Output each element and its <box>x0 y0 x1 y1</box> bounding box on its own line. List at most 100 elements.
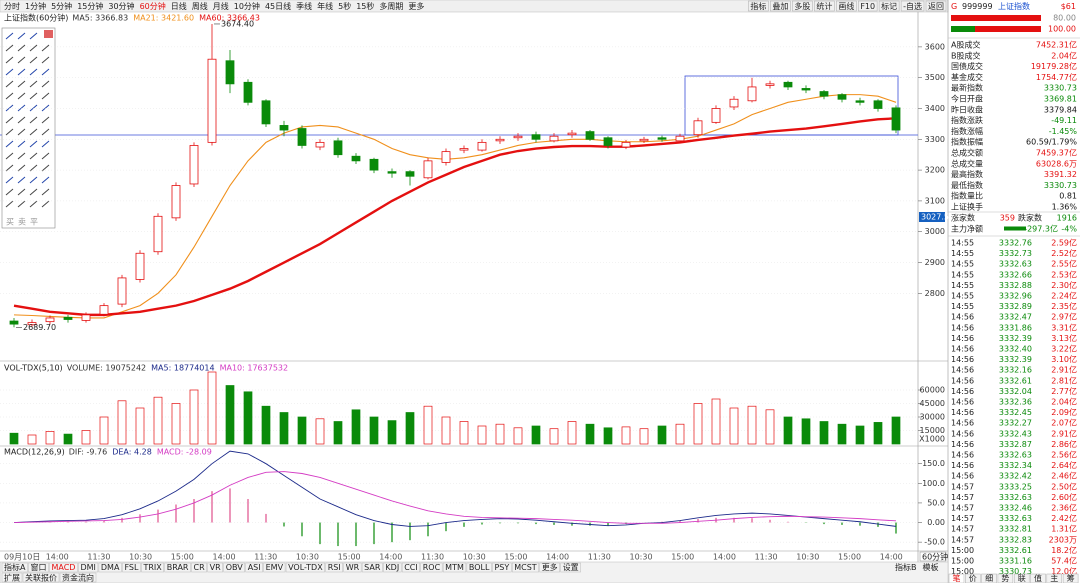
toolbar-button[interactable]: F10 <box>860 2 875 11</box>
period-tab[interactable]: 1分钟 <box>25 1 46 11</box>
tool-icon[interactable] <box>5 152 14 160</box>
toolbar-button[interactable]: 画线 <box>838 1 854 11</box>
tool-icon[interactable] <box>17 128 26 136</box>
button-frame[interactable] <box>748 0 769 12</box>
indicator-tab[interactable]: 模板 <box>923 562 939 572</box>
indicator-tab[interactable]: DMI <box>80 563 95 572</box>
indicator-tab[interactable]: DMA <box>101 563 120 572</box>
tool-icon[interactable] <box>29 80 38 88</box>
period-tab[interactable]: 年线 <box>317 1 333 11</box>
tool-icon[interactable] <box>5 92 14 100</box>
tab-frame[interactable] <box>49 562 78 573</box>
tab-frame[interactable] <box>245 562 263 573</box>
quote-tab-frame[interactable] <box>1013 573 1030 583</box>
tool-icon[interactable] <box>41 44 50 52</box>
toolbar-button[interactable]: 返回 <box>928 2 944 11</box>
indicator-tab[interactable]: SAR <box>364 563 381 572</box>
quote-tab-frame[interactable] <box>1046 573 1063 583</box>
trade-tool[interactable]: 平 <box>30 218 38 227</box>
tab-frame[interactable] <box>361 562 383 573</box>
button-frame[interactable] <box>792 0 813 12</box>
tool-icon[interactable] <box>41 188 50 196</box>
tool-icon[interactable] <box>41 176 50 184</box>
tool-icon[interactable] <box>29 188 38 196</box>
tab-frame[interactable] <box>511 562 539 573</box>
tab-frame[interactable] <box>1 572 23 583</box>
indicator-tab[interactable]: MTM <box>445 563 464 572</box>
toolbar-button[interactable]: 统计 <box>816 1 832 11</box>
period-tab[interactable]: 60分钟 <box>140 1 166 11</box>
indicator-tab[interactable]: CR <box>194 563 206 572</box>
tool-icon[interactable] <box>29 68 38 76</box>
indicator-tab[interactable]: WR <box>346 563 360 572</box>
tool-icon[interactable] <box>5 140 14 148</box>
tool-icon[interactable] <box>41 164 50 172</box>
tool-icon[interactable] <box>5 104 14 112</box>
tool-icon[interactable] <box>41 116 50 124</box>
tool-icon[interactable] <box>5 80 14 88</box>
tool-icon[interactable] <box>5 164 14 172</box>
tool-icon[interactable] <box>17 152 26 160</box>
indicator-tab[interactable]: CCI <box>404 563 418 572</box>
tab-frame[interactable] <box>325 562 343 573</box>
trade-tool[interactable]: 卖 <box>18 218 26 227</box>
tool-icon[interactable] <box>5 32 14 40</box>
tool-icon[interactable] <box>5 128 14 136</box>
toolbar-button[interactable]: 多股 <box>794 1 810 11</box>
tab-frame[interactable] <box>141 562 164 573</box>
tab-frame[interactable] <box>343 562 362 573</box>
tool-icon[interactable] <box>17 200 26 208</box>
tool-icon[interactable] <box>5 188 14 196</box>
tool-icon[interactable] <box>17 80 26 88</box>
indicator-tab[interactable]: 指标B <box>895 562 917 572</box>
button-frame[interactable] <box>858 0 878 12</box>
indicator-tab[interactable]: KDJ <box>385 563 399 572</box>
quote-tab[interactable]: 筹 <box>1067 573 1075 583</box>
tool-icon[interactable] <box>5 200 14 208</box>
tool-icon[interactable] <box>29 32 38 40</box>
tool-icon[interactable] <box>17 176 26 184</box>
tool-icon[interactable] <box>17 140 26 148</box>
quote-tab-frame[interactable] <box>997 573 1014 583</box>
tab-frame[interactable] <box>383 562 402 573</box>
tab-frame[interactable] <box>263 562 286 573</box>
button-frame[interactable] <box>925 0 947 12</box>
tab-frame[interactable] <box>207 562 223 573</box>
tool-icon[interactable] <box>29 152 38 160</box>
tool-icon[interactable] <box>17 104 26 112</box>
tab-frame[interactable] <box>78 562 99 573</box>
indicator-tab[interactable]: 更多 <box>542 562 558 572</box>
period-tab[interactable]: 季线 <box>296 1 312 11</box>
tab-frame[interactable] <box>28 562 49 573</box>
quote-tab[interactable]: 势 <box>1001 573 1009 583</box>
indicator-tab[interactable]: BRAR <box>167 563 189 572</box>
tab-frame[interactable] <box>22 572 60 583</box>
tab-frame[interactable] <box>59 572 97 583</box>
tool-icon[interactable] <box>17 92 26 100</box>
quote-tab[interactable]: 联 <box>1018 574 1026 583</box>
bottom-tab[interactable]: 关联报价 <box>25 573 57 583</box>
tool-icon[interactable] <box>41 68 50 76</box>
tool-icon[interactable] <box>41 152 50 160</box>
period-tab[interactable]: 15秒 <box>356 1 374 11</box>
tool-icon[interactable] <box>29 104 38 112</box>
tab-frame[interactable] <box>539 562 560 573</box>
tool-icon[interactable] <box>5 116 14 124</box>
tool-icon[interactable] <box>29 200 38 208</box>
tab-frame[interactable] <box>164 562 191 573</box>
period-tab[interactable]: 5分钟 <box>51 1 72 11</box>
period-tab[interactable]: 10分钟 <box>234 1 260 11</box>
button-frame[interactable] <box>814 0 835 12</box>
tool-icon[interactable] <box>29 116 38 124</box>
tool-icon[interactable] <box>41 80 50 88</box>
tool-icon[interactable] <box>17 32 26 40</box>
indicator-tab[interactable]: 指标A <box>4 562 26 572</box>
indicator-tab[interactable]: OBV <box>226 563 244 572</box>
tool-icon[interactable] <box>41 92 50 100</box>
tool-icon[interactable] <box>17 164 26 172</box>
quote-tab[interactable]: 细 <box>985 573 993 583</box>
tool-icon[interactable] <box>5 56 14 64</box>
tab-frame[interactable] <box>223 562 245 573</box>
indicator-tab[interactable]: RSI <box>328 563 341 572</box>
indicator-tab[interactable]: FSL <box>124 563 139 572</box>
